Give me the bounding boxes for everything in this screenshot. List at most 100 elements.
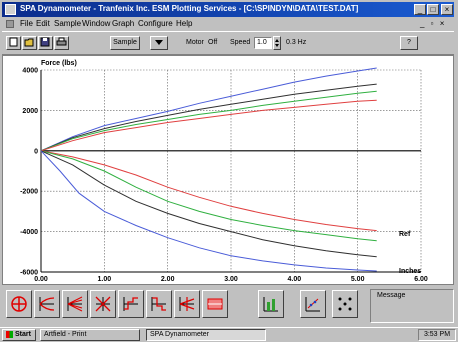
- speed-spinner[interactable]: [273, 36, 281, 50]
- x-tick-label: 5.00: [351, 276, 365, 283]
- menu-bar: File Edit Sample Window Graph Configure …: [2, 18, 454, 30]
- x-tick-label: 2.00: [161, 276, 175, 283]
- tool-button-9[interactable]: [258, 290, 284, 318]
- series-line-4: [40, 99, 377, 152]
- open-file-button[interactable]: [22, 36, 37, 50]
- motor-state: Off: [208, 39, 218, 46]
- windows-logo-icon: [6, 330, 13, 338]
- grid-dots-icon: [338, 297, 352, 311]
- x-tick-label: 6.00: [414, 276, 428, 283]
- series-line-1: [40, 67, 377, 152]
- app-icon[interactable]: [5, 4, 16, 15]
- multi-curve-icon: [179, 297, 195, 311]
- rebound-curves-icon: [39, 297, 55, 311]
- new-file-button[interactable]: [6, 36, 21, 50]
- tool-button-11[interactable]: [332, 290, 358, 318]
- print-button[interactable]: [54, 36, 69, 50]
- cross-curves-icon: [95, 296, 111, 312]
- series-line-6: [40, 150, 377, 242]
- step-plot-2-icon: [151, 297, 166, 311]
- x-tick-label: 4.00: [288, 276, 302, 283]
- menu-sample[interactable]: Sample: [54, 19, 82, 28]
- envelope-tool-icon: [11, 296, 27, 312]
- series-line-5: [40, 150, 377, 232]
- chart-plot: 0.00 1.00 2.00 3.00 4.00 5.00 6.00 4000 2000 0 -20…: [20, 60, 428, 284]
- help-button[interactable]: ?: [400, 36, 418, 50]
- x-tick-label: 0.00: [34, 276, 48, 283]
- message-panel: Message: [370, 289, 454, 323]
- folder-icon: [24, 38, 34, 47]
- tool-button-10[interactable]: [300, 290, 326, 318]
- tool-button-5[interactable]: [118, 290, 144, 318]
- save-button[interactable]: [38, 36, 53, 50]
- y-tick-label: -6000: [20, 270, 38, 277]
- minimize-button[interactable]: _: [414, 4, 426, 15]
- peak-bar-icon: [207, 298, 223, 310]
- menu-help[interactable]: Help: [176, 19, 193, 28]
- start-button[interactable]: Start: [2, 329, 36, 341]
- grid-layer: [41, 69, 422, 273]
- motor-label: Motor: [186, 39, 204, 46]
- step-plot-icon: [123, 297, 138, 311]
- sample-dropdown-button[interactable]: [150, 36, 168, 50]
- x-axis-label: Inches: [399, 268, 421, 275]
- speed-unit: 0.3 Hz: [286, 39, 307, 46]
- taskbar-item-spa[interactable]: SPA Dynamometer: [146, 329, 266, 341]
- compression-curves-icon: [67, 296, 83, 312]
- y-tick-label: 2000: [22, 108, 38, 115]
- bottom-toolbar: Message: [2, 287, 454, 325]
- clock: 3:53 PM: [418, 329, 456, 341]
- printer-icon: [56, 37, 67, 46]
- start-label: Start: [15, 331, 31, 338]
- document-icon[interactable]: [6, 20, 14, 28]
- title-bar: SPA Dynamometer - Tranfenix Inc. ESM Plo…: [2, 2, 454, 17]
- x-tick-label: 1.00: [98, 276, 112, 283]
- menu-configure[interactable]: Configure: [138, 19, 173, 28]
- tool-button-4[interactable]: [90, 290, 116, 318]
- taskbar: Start Artfield - Print SPA Dynamometer 3…: [0, 327, 458, 342]
- disk-icon: [40, 37, 50, 47]
- maximize-button[interactable]: □: [427, 4, 439, 15]
- x-tick-label: 3.00: [224, 276, 238, 283]
- y-tick-label: -4000: [20, 229, 38, 236]
- message-label: Message: [377, 292, 406, 299]
- task1-label: Artfield - Print: [44, 331, 87, 338]
- speed-field[interactable]: 1.0: [254, 37, 272, 49]
- tool-button-6[interactable]: [146, 290, 172, 318]
- close-button[interactable]: ×: [441, 4, 453, 15]
- spinner-arrows-icon: [275, 39, 279, 47]
- tool-button-3[interactable]: [62, 290, 88, 318]
- menu-graph[interactable]: Graph: [112, 19, 135, 28]
- tool-button-8[interactable]: [202, 290, 228, 318]
- y-axis-label: Force (lbs): [41, 60, 77, 67]
- speed-label: Speed: [230, 39, 251, 46]
- bar-compare-icon: [263, 297, 278, 312]
- y-tick-label: 0: [34, 148, 38, 155]
- window-title: SPA Dynamometer - Tranfenix Inc. ESM Plo…: [20, 4, 359, 13]
- task2-label: SPA Dynamometer: [150, 331, 210, 338]
- axis-layer: 0.00 1.00 2.00 3.00 4.00 5.00 6.00 4000 2000 0 -20…: [20, 68, 428, 284]
- menu-file[interactable]: File: [20, 19, 33, 28]
- scatter-xy-icon: [305, 297, 320, 312]
- new-file-icon: [9, 37, 18, 47]
- series-layer: [40, 67, 377, 272]
- menu-window[interactable]: Window: [82, 19, 111, 28]
- chevron-down-icon: [155, 40, 163, 45]
- mdi-window-controls[interactable]: _ ▫ ×: [420, 19, 447, 28]
- taskbar-item-artfield[interactable]: Artfield - Print: [40, 329, 140, 341]
- sample-button[interactable]: Sample: [110, 36, 140, 50]
- series-line-7: [40, 150, 377, 258]
- series-line-3: [40, 90, 377, 152]
- force-chart: 0.00 1.00 2.00 3.00 4.00 5.00 6.00 4000 2000 0 -20…: [2, 55, 454, 285]
- series-line-2: [40, 83, 377, 152]
- tool-button-2[interactable]: [34, 290, 60, 318]
- toolbar: Sample Motor Off Speed 1.0 0.3 Hz ?: [2, 31, 454, 55]
- label-layer: Force (lbs) Ref Inches: [41, 60, 421, 275]
- y-tick-label: -2000: [20, 189, 38, 196]
- tool-button-7[interactable]: [174, 290, 200, 318]
- series-line-8: [40, 150, 377, 272]
- tool-button-1[interactable]: [6, 290, 32, 318]
- y-tick-label: 4000: [22, 68, 38, 75]
- menu-edit[interactable]: Edit: [36, 19, 50, 28]
